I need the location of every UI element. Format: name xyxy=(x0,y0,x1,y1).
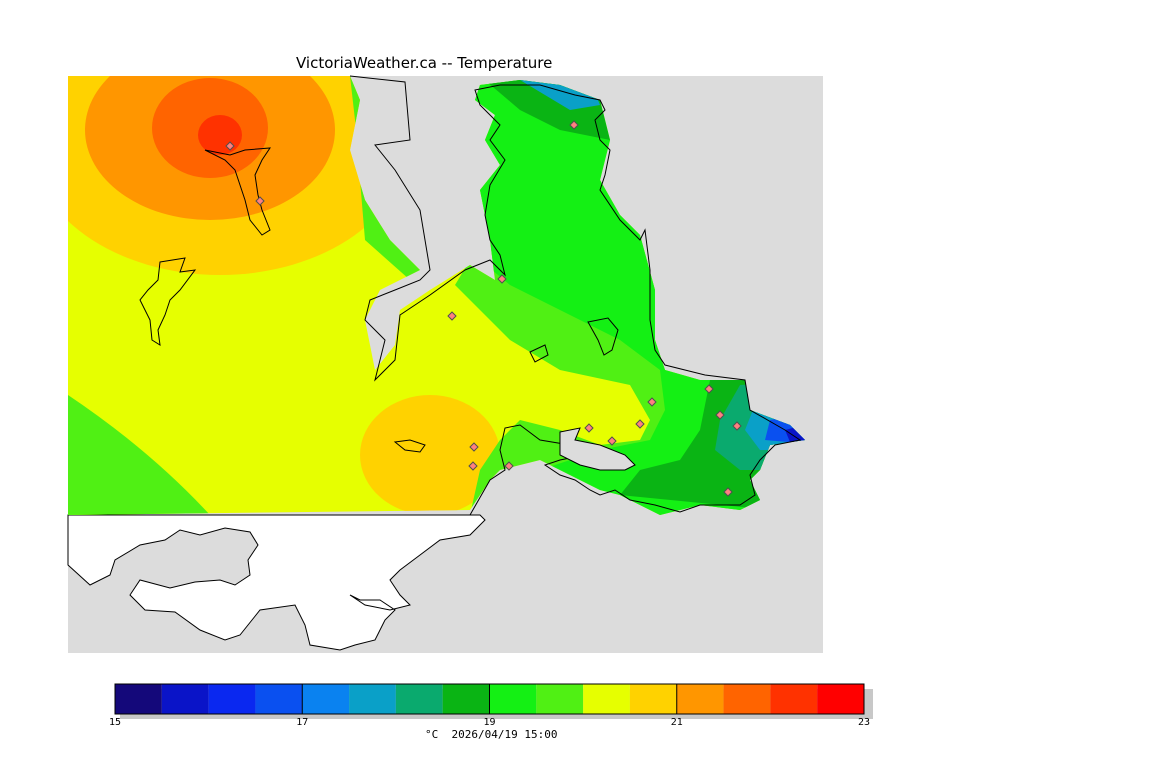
station-marker[interactable] xyxy=(723,487,733,497)
colorbar-band xyxy=(395,684,443,714)
station-marker[interactable] xyxy=(607,436,617,446)
colorbar-band xyxy=(489,684,537,714)
lake-outline-2 xyxy=(393,439,426,453)
colorbar-band xyxy=(349,684,396,714)
colorbar-band xyxy=(302,684,350,714)
colorbar-band xyxy=(255,684,303,714)
station-marker[interactable] xyxy=(715,410,725,420)
station-marker[interactable] xyxy=(468,461,478,471)
station-marker[interactable] xyxy=(225,141,235,151)
station-markers xyxy=(225,120,742,497)
lake-outline xyxy=(139,257,197,346)
map-title: VictoriaWeather.ca -- Temperature xyxy=(296,54,553,72)
colorbar-band xyxy=(161,684,209,714)
colorbar-band xyxy=(115,684,162,714)
colorbar-tick-label: 19 xyxy=(483,717,495,728)
colorbar-band xyxy=(723,684,771,714)
colorbar-tick-label: 17 xyxy=(296,717,308,728)
station-marker[interactable] xyxy=(504,461,514,471)
colorbar-unit-label: °C 2026/04/19 15:00 xyxy=(425,728,558,741)
harbour-outline xyxy=(559,427,636,471)
colorbar-band xyxy=(442,684,490,714)
coastline-vancouver-island xyxy=(349,75,802,516)
station-marker[interactable] xyxy=(704,384,714,394)
colorbar-band xyxy=(629,684,677,714)
station-marker[interactable] xyxy=(497,274,507,284)
station-marker[interactable] xyxy=(732,421,742,431)
colorbar-tick-label: 15 xyxy=(109,717,121,728)
colorbar-tick-label: 23 xyxy=(858,717,870,728)
station-marker[interactable] xyxy=(447,311,457,321)
olympic-land xyxy=(67,514,486,651)
station-marker[interactable] xyxy=(584,423,594,433)
station-marker[interactable] xyxy=(255,196,265,206)
lake-outline-4 xyxy=(529,344,549,363)
colorbar-band xyxy=(536,684,584,714)
station-marker[interactable] xyxy=(469,442,479,452)
colorbar-band xyxy=(770,684,818,714)
lake-outline-3 xyxy=(587,317,619,356)
station-marker[interactable] xyxy=(569,120,579,130)
inlet-outline xyxy=(204,147,271,236)
colorbar-band xyxy=(817,684,864,714)
colorbar-band xyxy=(208,684,256,714)
station-marker[interactable] xyxy=(635,419,645,429)
colorbar-tick-label: 21 xyxy=(671,717,683,728)
colorbar-band xyxy=(676,684,724,714)
station-marker[interactable] xyxy=(647,397,657,407)
colorbar-band xyxy=(583,684,630,714)
